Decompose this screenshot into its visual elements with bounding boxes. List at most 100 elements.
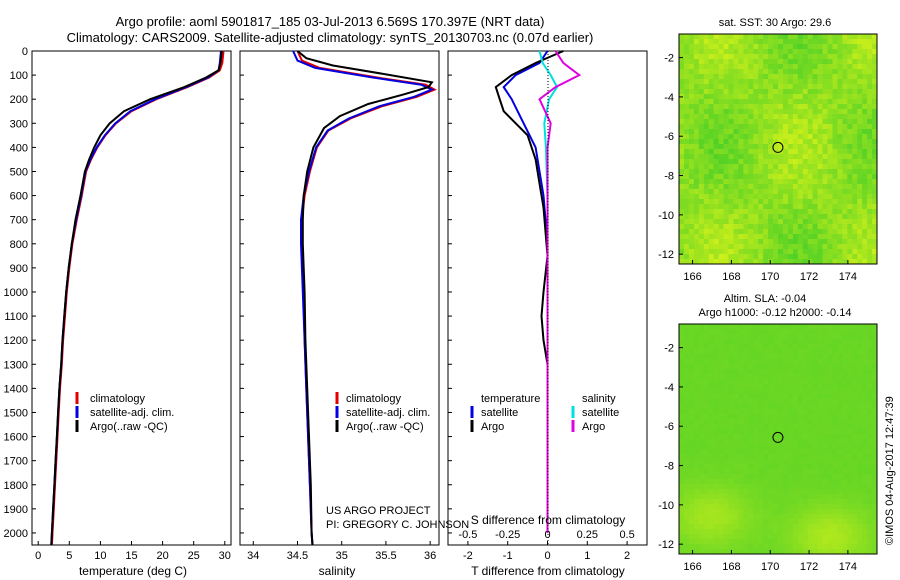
map-cell: [867, 354, 873, 360]
map-cell: [688, 249, 695, 255]
map-cell: [688, 504, 695, 510]
map-cell: [802, 534, 809, 540]
map-cell: [708, 114, 715, 120]
map-cell: [679, 414, 685, 420]
map-cell: [723, 434, 729, 440]
map-cell: [723, 459, 729, 465]
map-cell: [693, 434, 700, 440]
map-cell: [787, 449, 794, 455]
map-cell: [748, 459, 754, 465]
map-cell: [812, 194, 818, 200]
map-cell: [827, 74, 833, 80]
map-cell: [802, 134, 809, 140]
map-cell: [807, 54, 814, 60]
map-cell: [787, 64, 794, 70]
map-cell: [738, 334, 744, 340]
map-cell: [807, 394, 814, 400]
map-cell: [713, 459, 719, 465]
map-cell: [713, 499, 719, 505]
map-cell: [862, 84, 868, 90]
map-cell: [783, 149, 789, 155]
map-cell: [867, 59, 873, 65]
map-cell: [763, 434, 769, 440]
map-cell: [847, 84, 853, 90]
s-tick-label: 0.5: [619, 529, 634, 541]
map-cell: [763, 539, 769, 545]
x-tick-label: 1: [584, 550, 590, 562]
map-cell: [698, 379, 705, 385]
map-cell: [703, 394, 710, 400]
map-cell: [817, 469, 823, 475]
map-cell: [763, 114, 769, 120]
map-cell: [787, 374, 794, 380]
map-cell: [773, 444, 779, 450]
map-cell: [758, 539, 764, 545]
map-cell: [703, 479, 710, 485]
map-cell: [817, 514, 823, 520]
map-cell: [693, 224, 700, 230]
map-cell: [792, 174, 799, 180]
map-cell: [862, 79, 868, 85]
map-cell: [787, 144, 794, 150]
map-cell: [718, 104, 724, 110]
map-cell: [763, 344, 769, 350]
map-cell: [748, 144, 754, 150]
map-cell: [713, 54, 719, 60]
map-cell: [763, 324, 769, 330]
map-cell: [797, 144, 804, 150]
map-cell: [792, 454, 799, 460]
map-cell: [822, 469, 828, 475]
map-cell: [837, 324, 843, 330]
map-cell: [787, 454, 794, 460]
map-cell: [837, 164, 843, 170]
map-cell: [857, 469, 863, 475]
map-cell: [807, 134, 814, 140]
map-cell: [768, 84, 774, 90]
map-cell: [787, 149, 794, 155]
map-cell: [688, 549, 695, 555]
map-cell: [733, 544, 739, 550]
map-cell: [827, 399, 833, 405]
map-cell: [778, 349, 784, 355]
map-cell: [758, 409, 764, 415]
map-cell: [832, 164, 838, 170]
map-cell: [802, 509, 809, 515]
map-cell: [837, 39, 843, 45]
map-cell: [728, 444, 734, 450]
map-cell: [778, 244, 784, 250]
map-cell: [862, 394, 868, 400]
map-cell: [748, 509, 754, 515]
map-cell: [723, 469, 729, 475]
map-cell: [852, 344, 858, 350]
map-cell: [758, 194, 764, 200]
map-cell: [773, 399, 779, 405]
map-cell: [703, 339, 710, 345]
map-cell: [703, 454, 710, 460]
map-cell: [773, 464, 779, 470]
map-cell: [708, 64, 715, 70]
map-cell: [718, 74, 724, 80]
map-cell: [698, 169, 705, 175]
map-cell: [773, 234, 779, 240]
map-cell: [812, 364, 818, 370]
map-cell: [728, 339, 734, 345]
map-cell: [822, 514, 828, 520]
map-cell: [698, 409, 705, 415]
map-cell: [743, 109, 749, 115]
map-cell: [753, 459, 759, 465]
map-cell: [837, 464, 843, 470]
map-cell: [693, 174, 700, 180]
map-cell: [822, 344, 828, 350]
map-cell: [862, 159, 868, 165]
map-cell: [822, 484, 828, 490]
map-cell: [827, 104, 833, 110]
map-cell: [733, 334, 739, 340]
map-cell: [748, 379, 754, 385]
map-cell: [723, 94, 729, 100]
map-cell: [748, 544, 754, 550]
map-cell: [743, 134, 749, 140]
map-cell: [768, 379, 774, 385]
map-cell: [857, 474, 863, 480]
map-cell: [847, 179, 853, 185]
map-cell: [862, 459, 868, 465]
